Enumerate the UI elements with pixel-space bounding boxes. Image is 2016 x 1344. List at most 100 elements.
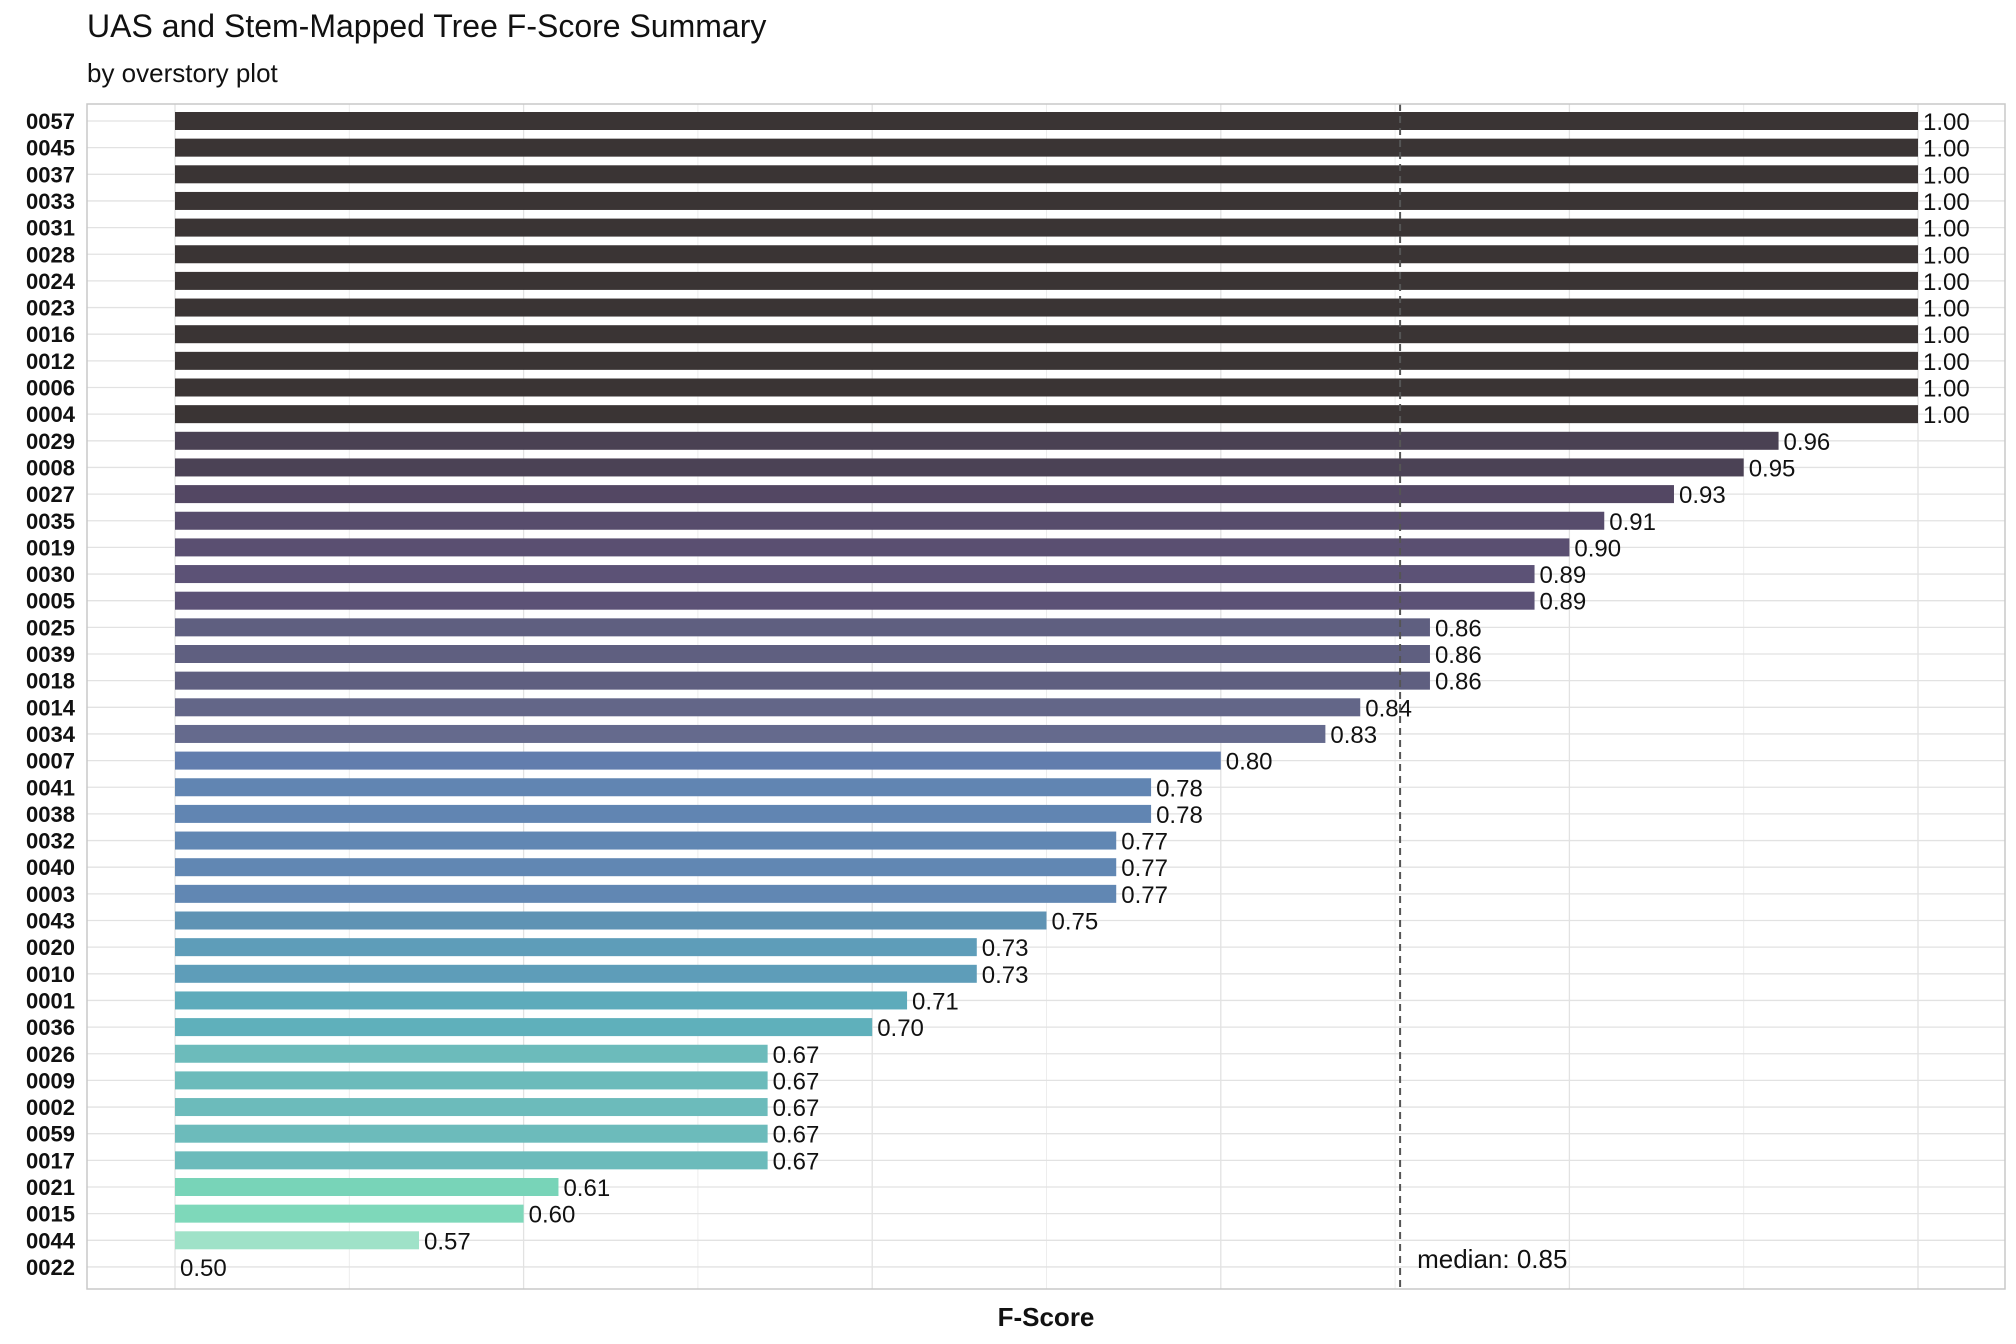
y-tick-0012: 0012 bbox=[26, 349, 75, 374]
data-label-0014: 0.84 bbox=[1365, 695, 1412, 722]
data-label-0007: 0.80 bbox=[1226, 749, 1273, 776]
y-tick-0020: 0020 bbox=[26, 935, 75, 960]
y-tick-0001: 0001 bbox=[26, 988, 75, 1013]
bar-0006 bbox=[175, 378, 1918, 397]
y-tick-0010: 0010 bbox=[26, 962, 75, 987]
data-label-0018: 0.86 bbox=[1435, 669, 1482, 696]
bar-0029 bbox=[175, 431, 1779, 450]
data-label-0028: 1.00 bbox=[1923, 242, 1970, 269]
data-label-0036: 0.70 bbox=[877, 1015, 924, 1042]
data-label-0032: 0.77 bbox=[1121, 829, 1168, 856]
data-label-0019: 0.90 bbox=[1574, 535, 1621, 562]
y-tick-0032: 0032 bbox=[26, 829, 75, 854]
data-label-0039: 0.86 bbox=[1435, 642, 1482, 669]
bar-0019 bbox=[175, 538, 1570, 557]
data-label-0035: 0.91 bbox=[1609, 509, 1656, 536]
bar-0015 bbox=[175, 1204, 524, 1223]
bar-0036 bbox=[175, 1018, 873, 1037]
bar-0024 bbox=[175, 271, 1918, 290]
bar-0033 bbox=[175, 191, 1918, 210]
data-label-0027: 0.93 bbox=[1679, 482, 1726, 509]
data-label-0004: 1.00 bbox=[1923, 402, 1970, 429]
y-tick-0027: 0027 bbox=[26, 482, 75, 507]
y-tick-labels: 0057004500370033003100280024002300160012… bbox=[26, 109, 76, 1280]
data-label-0029: 0.96 bbox=[1784, 429, 1831, 456]
y-tick-0003: 0003 bbox=[26, 882, 75, 907]
data-label-0002: 0.67 bbox=[773, 1095, 820, 1122]
y-tick-0021: 0021 bbox=[26, 1175, 75, 1200]
data-label-0020: 0.73 bbox=[982, 935, 1029, 962]
y-tick-0043: 0043 bbox=[26, 909, 75, 934]
data-label-0031: 1.00 bbox=[1923, 216, 1970, 243]
bar-0020 bbox=[175, 938, 977, 957]
y-tick-0017: 0017 bbox=[26, 1148, 75, 1173]
bar-0032 bbox=[175, 831, 1117, 850]
data-label-0045: 1.00 bbox=[1923, 136, 1970, 163]
bar-0057 bbox=[175, 112, 1918, 130]
data-label-0040: 0.77 bbox=[1121, 855, 1168, 882]
data-label-0006: 1.00 bbox=[1923, 376, 1970, 403]
bar-0025 bbox=[175, 618, 1430, 637]
chart-subtitle: by overstory plot bbox=[87, 58, 278, 88]
data-label-0059: 0.67 bbox=[773, 1122, 820, 1149]
data-label-0033: 1.00 bbox=[1923, 189, 1970, 216]
data-label-0015: 0.60 bbox=[529, 1202, 576, 1229]
y-tick-0040: 0040 bbox=[26, 855, 75, 880]
bar-0007 bbox=[175, 751, 1221, 770]
bar-0041 bbox=[175, 778, 1152, 797]
data-label-0041: 0.78 bbox=[1156, 775, 1203, 802]
bar-0059 bbox=[175, 1124, 768, 1143]
bar-0044 bbox=[175, 1231, 420, 1250]
y-tick-0014: 0014 bbox=[26, 695, 76, 720]
y-tick-0035: 0035 bbox=[26, 509, 75, 534]
y-tick-0045: 0045 bbox=[26, 136, 75, 161]
chart-title: UAS and Stem-Mapped Tree F-Score Summary bbox=[87, 8, 767, 44]
data-label-0017: 0.67 bbox=[773, 1148, 820, 1175]
y-tick-0024: 0024 bbox=[26, 269, 76, 294]
bar-0034 bbox=[175, 724, 1326, 743]
bar-0030 bbox=[175, 565, 1535, 584]
y-tick-0030: 0030 bbox=[26, 562, 75, 587]
bar-0043 bbox=[175, 911, 1047, 930]
y-tick-0008: 0008 bbox=[26, 455, 75, 480]
bars bbox=[175, 112, 1918, 1250]
bar-0012 bbox=[175, 351, 1918, 370]
data-label-0010: 0.73 bbox=[982, 962, 1029, 989]
bar-0016 bbox=[175, 325, 1918, 344]
data-label-0001: 0.71 bbox=[912, 988, 959, 1015]
bar-0010 bbox=[175, 964, 977, 983]
bar-0017 bbox=[175, 1151, 768, 1170]
y-tick-0016: 0016 bbox=[26, 322, 75, 347]
bar-0009 bbox=[175, 1071, 768, 1090]
bar-0031 bbox=[175, 218, 1918, 237]
data-label-0024: 1.00 bbox=[1923, 269, 1970, 296]
data-label-0026: 0.67 bbox=[773, 1042, 820, 1069]
y-tick-0031: 0031 bbox=[26, 216, 75, 241]
bar-0045 bbox=[175, 138, 1918, 157]
data-label-0030: 0.89 bbox=[1540, 562, 1587, 589]
data-label-0057: 1.00 bbox=[1923, 109, 1970, 136]
y-tick-0015: 0015 bbox=[26, 1202, 75, 1227]
data-label-0003: 0.77 bbox=[1121, 882, 1168, 909]
y-tick-0019: 0019 bbox=[26, 535, 75, 560]
bar-0021 bbox=[175, 1178, 559, 1196]
median-label: median: 0.85 bbox=[1417, 1244, 1567, 1274]
bar-0027 bbox=[175, 485, 1674, 504]
data-label-0023: 1.00 bbox=[1923, 296, 1970, 323]
y-tick-0004: 0004 bbox=[26, 402, 76, 427]
bar-0037 bbox=[175, 165, 1918, 184]
y-tick-0057: 0057 bbox=[26, 109, 75, 134]
bar-0001 bbox=[175, 991, 908, 1010]
y-tick-0009: 0009 bbox=[26, 1068, 75, 1093]
y-tick-0028: 0028 bbox=[26, 242, 75, 267]
bar-0018 bbox=[175, 671, 1430, 690]
y-tick-0033: 0033 bbox=[26, 189, 75, 214]
data-label-0022: 0.50 bbox=[180, 1255, 227, 1282]
bar-0008 bbox=[175, 458, 1744, 477]
y-tick-0002: 0002 bbox=[26, 1095, 75, 1120]
y-tick-0037: 0037 bbox=[26, 162, 75, 187]
y-tick-0041: 0041 bbox=[26, 775, 75, 800]
data-label-0037: 1.00 bbox=[1923, 162, 1970, 189]
bar-0035 bbox=[175, 511, 1605, 530]
